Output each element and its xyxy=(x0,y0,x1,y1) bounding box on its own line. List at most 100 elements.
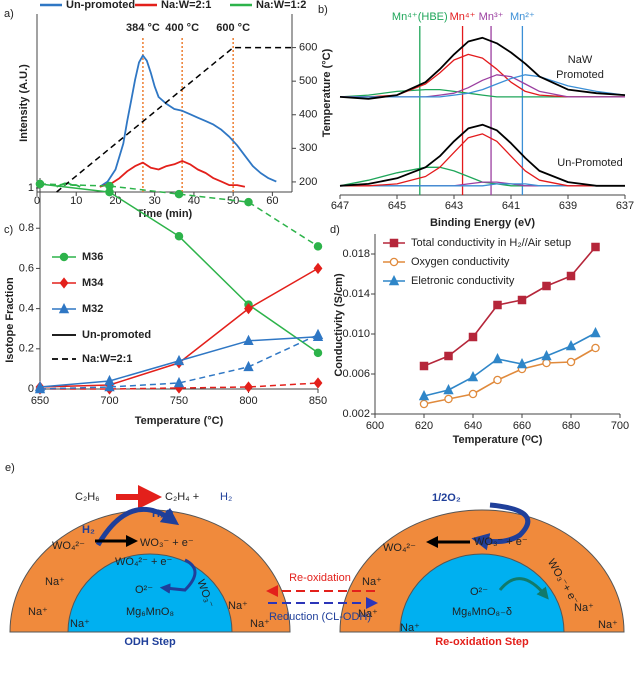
species: WO₃⁻ + e⁻ xyxy=(140,537,194,549)
x-tick-label: 750 xyxy=(170,395,188,407)
x-tick-label: 700 xyxy=(100,395,118,407)
h2: H₂ xyxy=(82,524,95,536)
panel-label: d) xyxy=(330,224,340,236)
marker xyxy=(243,334,254,346)
marker xyxy=(467,370,479,382)
marker xyxy=(389,238,399,248)
y-tick-label: 0.006 xyxy=(342,368,370,380)
na: Na⁺ xyxy=(574,602,594,614)
legend-label: Na:W=2:1 xyxy=(82,353,132,365)
x-tick-label: 650 xyxy=(31,395,49,407)
x-tick-label: 645 xyxy=(388,200,406,212)
o2-gas: 1/2O₂ xyxy=(432,492,461,504)
core-label: Mg₆MnO₈₋δ xyxy=(452,606,512,618)
step-label: Re-oxidation Step xyxy=(435,636,529,648)
lattice-arrow xyxy=(498,577,549,600)
species: WO₄²⁻ xyxy=(383,542,416,554)
legend-label: M34 xyxy=(82,277,104,289)
legend-label: M36 xyxy=(82,251,103,263)
marker xyxy=(174,189,184,199)
spectrum-line xyxy=(339,166,625,187)
y-axis-title: Intensity (A.U.) xyxy=(18,64,30,142)
marker xyxy=(591,343,600,353)
marker xyxy=(173,376,185,388)
x-axis-title: Binding Energy (eV) xyxy=(430,217,535,229)
spectrum-label: Un-Promoted xyxy=(557,157,622,169)
marker xyxy=(444,351,453,361)
marker xyxy=(58,302,70,314)
na: Na⁺ xyxy=(250,618,270,630)
marker xyxy=(492,352,503,364)
marker xyxy=(565,339,577,351)
x-tick-label: 850 xyxy=(309,395,327,407)
marker xyxy=(542,358,551,368)
na: Na⁺ xyxy=(362,576,382,588)
marker xyxy=(516,357,528,369)
series-line xyxy=(99,160,246,188)
y2-axis-title: Temperature (°C) xyxy=(321,48,333,137)
na: Na⁺ xyxy=(28,606,48,618)
marker xyxy=(389,257,399,267)
step-label: ODH Step xyxy=(124,636,176,648)
marker xyxy=(313,377,323,389)
legend-label: Na:W=1:2 xyxy=(256,0,306,11)
marker xyxy=(542,281,551,291)
x-tick-label: 10 xyxy=(70,195,82,207)
product-h2: H₂ xyxy=(220,491,232,503)
na: Na⁺ xyxy=(228,600,248,612)
marker xyxy=(444,394,453,404)
o2-arrow xyxy=(471,502,531,551)
peak-label: Mn²⁺ xyxy=(510,11,535,23)
y-tick-label: 600 xyxy=(299,41,317,53)
core xyxy=(399,553,565,633)
panel-label: b) xyxy=(318,4,328,16)
x-tick-label: 660 xyxy=(513,420,531,432)
marker xyxy=(312,328,324,339)
na: Na⁺ xyxy=(45,576,65,588)
y-tick-label: 1 xyxy=(28,182,34,194)
legend-label: Na:W=2:1 xyxy=(161,0,211,11)
marker xyxy=(313,262,323,275)
x-tick-label: 700 xyxy=(611,420,629,432)
spectrum-line xyxy=(339,36,626,100)
series-line xyxy=(99,54,277,188)
marker xyxy=(388,274,400,286)
marker xyxy=(590,326,601,338)
y-tick-label: 0.002 xyxy=(342,408,370,420)
h2o: H₂O xyxy=(152,508,174,520)
marker xyxy=(541,349,552,361)
marker xyxy=(35,179,45,189)
x-tick-label: 60 xyxy=(266,195,278,207)
na: Na⁺ xyxy=(598,619,618,631)
legend-label: Un-promoted xyxy=(66,0,135,11)
spectrum-line xyxy=(340,183,625,187)
marker xyxy=(493,375,502,385)
marker xyxy=(517,295,527,305)
x-axis-title: Temperature (°C) xyxy=(135,415,224,427)
y-axis-title: Isotope Fraction xyxy=(4,277,16,363)
y-tick-label: 0.8 xyxy=(19,222,34,234)
na: Na⁺ xyxy=(358,608,378,620)
marker xyxy=(105,181,114,191)
marker xyxy=(566,271,576,281)
marker xyxy=(443,383,454,395)
spectrum-label: Promoted xyxy=(556,69,604,81)
marker xyxy=(244,381,253,393)
panel-label: e) xyxy=(5,462,15,474)
y-tick-label: 0.018 xyxy=(342,248,370,260)
y-tick-label: 400 xyxy=(299,109,317,121)
reactant: C₂H₆ xyxy=(75,491,100,503)
x-tick-label: 647 xyxy=(331,200,349,212)
y-tick-label: 200 xyxy=(299,176,317,188)
y-tick-label: 0.010 xyxy=(342,328,370,340)
marker xyxy=(34,382,46,394)
y-tick-label: 0.6 xyxy=(19,262,34,274)
marker xyxy=(244,197,253,207)
marker xyxy=(313,242,323,251)
x-tick-label: 0 xyxy=(34,195,40,207)
marker xyxy=(313,348,323,358)
marker xyxy=(173,354,185,366)
series-line xyxy=(40,382,319,390)
x-tick-label: 640 xyxy=(464,420,482,432)
x-axis-title: Temperature (ᴼC) xyxy=(453,434,543,446)
